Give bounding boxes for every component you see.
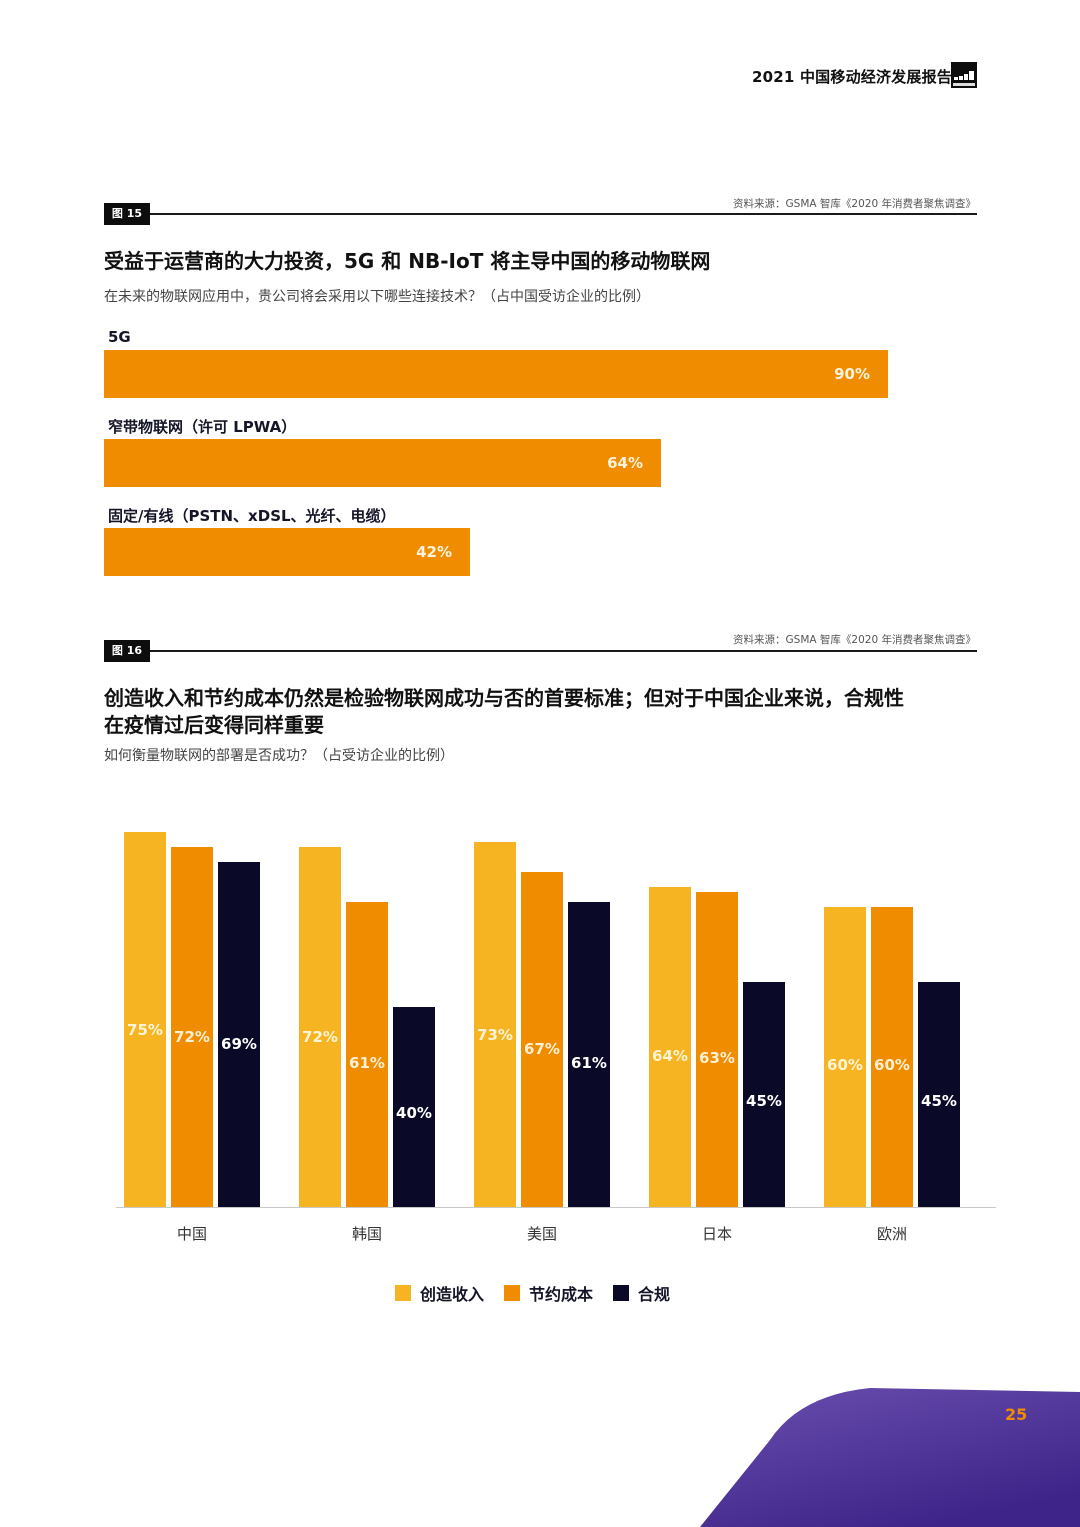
category-label: 日本 [701,1225,732,1243]
hbar: 90% [104,350,888,398]
vbar-value-label: 61% [349,1054,385,1072]
hbar-label: 固定/有线（PSTN、xDSL、光纤、电缆） [108,507,396,525]
hbar-value-label: 64% [607,454,643,472]
vbar: 64% [649,887,691,1208]
axis-baseline [116,1207,296,1208]
figure-15-subtitle: 在未来的物联网应用中，贵公司将会采用以下哪些连接技术？（占中国受访企业的比例） [104,289,650,305]
page-number: 25 [1005,1405,1028,1424]
vbar: 61% [346,902,388,1208]
category-label: 中国 [176,1225,207,1243]
vbar-value-label: 63% [699,1049,735,1067]
vbar: 72% [299,847,341,1208]
legend-swatch-icon [504,1285,521,1301]
figure-16-legend: 创造收入 节约成本 合规 [395,1281,690,1305]
vbar-value-label: 67% [524,1040,560,1058]
category-label: 韩国 [351,1225,382,1243]
figure-15-divider [150,213,977,215]
vbar-value-label: 75% [127,1021,163,1039]
figure-16-source: 资料来源：GSMA 智库《2020 年消费者聚焦调查》 [733,634,976,646]
figure-15-source: 资料来源：GSMA 智库《2020 年消费者聚焦调查》 [733,198,976,210]
vbar-value-label: 61% [571,1054,607,1072]
axis-baseline [466,1207,646,1208]
hbar-label: 5G [108,328,131,346]
legend-item: 创造收入 [395,1281,484,1305]
figure-15-tag: 图 15 [104,203,150,225]
legend-swatch-icon [395,1285,411,1301]
axis-baseline [291,1207,471,1208]
vbar: 72% [171,847,213,1208]
vbar: 60% [824,907,866,1208]
figure-16-tag: 图 16 [104,640,150,662]
figure-15-title: 受益于运营商的大力投资，5G 和 NB-IoT 将主导中国的移动物联网 [104,249,711,273]
legend-item: 节约成本 [504,1281,593,1305]
vbar-value-label: 72% [302,1028,338,1046]
hbar-value-label: 90% [834,365,870,383]
vbar-value-label: 45% [746,1092,782,1110]
vbar-value-label: 45% [921,1092,957,1110]
vbar: 45% [918,982,960,1208]
vbar-value-label: 73% [477,1026,513,1044]
legend-label: 合规 [638,1285,671,1304]
hbar-label: 窄带物联网（许可 LPWA） [108,418,297,436]
vbar: 63% [696,892,738,1208]
vbar: 73% [474,842,516,1208]
vbar: 40% [393,1007,435,1208]
category-label: 美国 [526,1225,557,1243]
figure-16-title: 创造收入和节约成本仍然是检验物联网成功与否的首要标准；但对于中国企业来说，合规性… [104,685,904,739]
vbar: 45% [743,982,785,1208]
hbar-value-label: 42% [416,543,452,561]
vbar-value-label: 72% [174,1028,210,1046]
vbar: 61% [568,902,610,1208]
vbar-value-label: 40% [396,1104,432,1122]
figure-16-title-line2: 在疫情过后变得同样重要 [104,713,324,737]
vbar-value-label: 60% [874,1056,910,1074]
vbar: 60% [871,907,913,1208]
vbar: 75% [124,832,166,1208]
hbar: 64% [104,439,661,487]
vbar-value-label: 64% [652,1047,688,1065]
gsma-logo [951,62,977,88]
figure-16-subtitle: 如何衡量物联网的部署是否成功？（占受访企业的比例） [104,748,454,764]
vbar-value-label: 60% [827,1056,863,1074]
category-label: 欧洲 [876,1225,907,1243]
vbar-value-label: 69% [221,1035,257,1053]
hbar: 42% [104,528,470,576]
legend-label: 创造收入 [420,1285,485,1304]
figure-16-divider [150,650,977,652]
axis-baseline [641,1207,821,1208]
vbar: 69% [218,862,260,1208]
axis-baseline [816,1207,996,1208]
legend-item: 合规 [613,1281,670,1305]
legend-label: 节约成本 [529,1285,594,1304]
report-title: 2021 中国移动经济发展报告 [752,68,952,86]
figure-16-title-line1: 创造收入和节约成本仍然是检验物联网成功与否的首要标准；但对于中国企业来说，合规性 [104,686,904,710]
vbar: 67% [521,872,563,1208]
legend-swatch-icon [613,1285,630,1301]
